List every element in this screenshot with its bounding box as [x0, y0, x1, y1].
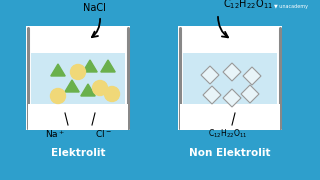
Polygon shape [223, 63, 241, 81]
Bar [26, 26, 130, 130]
Text: C$_{12}$H$_{22}$O$_{11}$: C$_{12}$H$_{22}$O$_{11}$ [223, 0, 273, 11]
Bar [28, 104, 128, 130]
Text: Cl$^-$: Cl$^-$ [95, 128, 111, 139]
Circle shape [105, 87, 119, 102]
Text: ▼ unacademy: ▼ unacademy [274, 4, 308, 9]
Polygon shape [203, 86, 221, 104]
Polygon shape [243, 67, 261, 85]
Polygon shape [65, 80, 79, 92]
Circle shape [51, 89, 66, 104]
Text: Na$^+$: Na$^+$ [45, 128, 65, 140]
Polygon shape [201, 66, 219, 84]
Circle shape [92, 80, 108, 96]
Polygon shape [223, 89, 241, 107]
Bar [183, 53, 277, 128]
Text: Elektrolit: Elektrolit [51, 148, 105, 158]
Bar [31, 53, 125, 128]
Polygon shape [83, 60, 97, 72]
Polygon shape [101, 60, 115, 72]
Bar [178, 26, 282, 130]
Polygon shape [241, 85, 259, 103]
Polygon shape [81, 84, 95, 96]
Text: NaCl: NaCl [83, 3, 105, 13]
Circle shape [70, 64, 85, 80]
Text: Non Elektrolit: Non Elektrolit [189, 148, 271, 158]
Polygon shape [51, 64, 65, 76]
Text: C$_{12}$H$_{22}$O$_{11}$: C$_{12}$H$_{22}$O$_{11}$ [208, 128, 248, 141]
Bar [180, 104, 280, 130]
